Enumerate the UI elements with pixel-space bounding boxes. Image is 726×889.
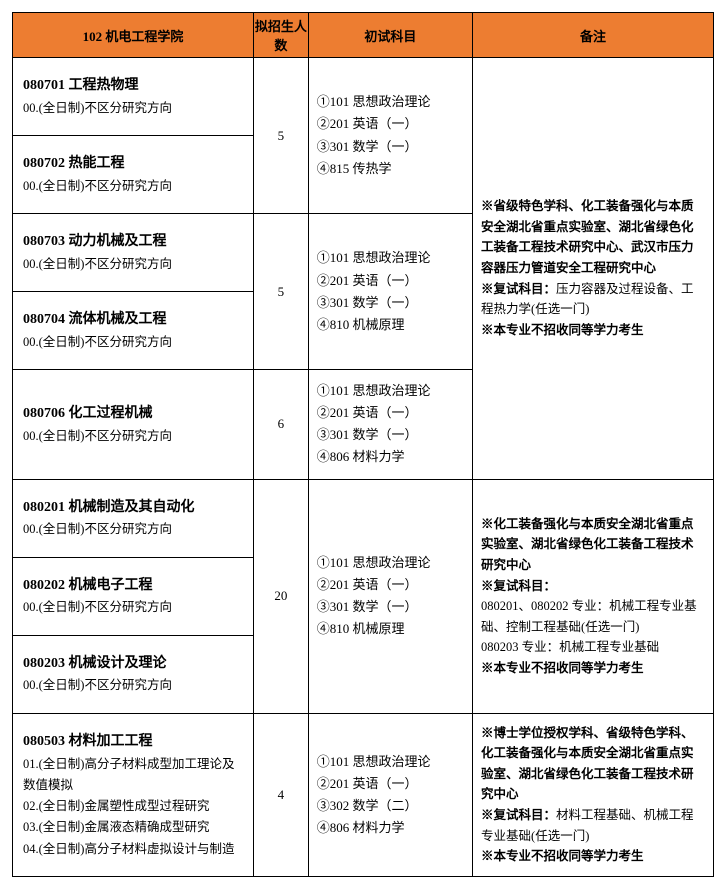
exam-line: ④806 材料力学	[317, 817, 464, 839]
note-line: ※本专业不招收同等学力考生	[481, 320, 705, 341]
quota-cell: 4	[253, 713, 308, 876]
quota-cell: 20	[253, 479, 308, 713]
major-cell: 080704 流体机械及工程 00.(全日制)不区分研究方向	[13, 292, 254, 370]
major-cell: 080706 化工过程机械 00.(全日制)不区分研究方向	[13, 370, 254, 479]
note-line: ※复试科目：	[481, 576, 705, 597]
header-college: 102 机电工程学院	[13, 13, 254, 58]
exam-cell: ①101 思想政治理论 ②201 英语（一） ③301 数学（一） ④806 材…	[308, 370, 472, 479]
note-line: ※化工装备强化与本质安全湖北省重点实验室、湖北省绿色化工装备工程技术研究中心	[481, 514, 705, 576]
major-title: 080703 动力机械及工程	[23, 230, 243, 254]
note-line: ※本专业不招收同等学力考生	[481, 658, 705, 679]
exam-cell: ①101 思想政治理论 ②201 英语（一） ③301 数学（一） ④810 机…	[308, 214, 472, 370]
exam-line: ④810 机械原理	[317, 618, 464, 640]
exam-line: ①101 思想政治理论	[317, 552, 464, 574]
note-line: 080201、080202 专业：机械工程专业基础、控制工程基础(任选一门)	[481, 596, 705, 637]
note-cell: ※省级特色学科、化工装备强化与本质安全湖北省重点实验室、湖北省绿色化工装备工程技…	[473, 58, 714, 480]
header-exam: 初试科目	[308, 13, 472, 58]
table-row: 080503 材料加工工程 01.(全日制)高分子材料成型加工理论及数值模拟 0…	[13, 713, 714, 876]
major-sub: 01.(全日制)高分子材料成型加工理论及数值模拟	[23, 754, 243, 797]
major-sub: 00.(全日制)不区分研究方向	[23, 98, 243, 119]
note-line: ※复试科目：材料工程基础、机械工程专业基础(任选一门)	[481, 805, 705, 846]
exam-line: ③301 数学（一）	[317, 596, 464, 618]
exam-cell: ①101 思想政治理论 ②201 英语（一） ③302 数学（二） ④806 材…	[308, 713, 472, 876]
major-title: 080706 化工过程机械	[23, 402, 243, 426]
major-title: 080201 机械制造及其自动化	[23, 496, 243, 520]
exam-line: ④810 机械原理	[317, 314, 464, 336]
major-sub: 02.(全日制)金属塑性成型过程研究	[23, 796, 243, 817]
major-title: 080704 流体机械及工程	[23, 308, 243, 332]
exam-line: ②201 英语（一）	[317, 402, 464, 424]
table-row: 080201 机械制造及其自动化 00.(全日制)不区分研究方向 20 ①101…	[13, 479, 714, 557]
exam-line: ②201 英语（一）	[317, 773, 464, 795]
note-line: ※复试科目：压力容器及过程设备、工程热力学(任选一门)	[481, 279, 705, 320]
exam-line: ①101 思想政治理论	[317, 751, 464, 773]
major-cell: 080202 机械电子工程 00.(全日制)不区分研究方向	[13, 557, 254, 635]
major-title: 080203 机械设计及理论	[23, 652, 243, 676]
exam-cell: ①101 思想政治理论 ②201 英语（一） ③301 数学（一） ④815 传…	[308, 58, 472, 214]
header-quota: 拟招生人数	[253, 13, 308, 58]
exam-line: ②201 英语（一）	[317, 270, 464, 292]
exam-line: ③301 数学（一）	[317, 292, 464, 314]
major-sub: 00.(全日制)不区分研究方向	[23, 597, 243, 618]
major-cell: 080701 工程热物理 00.(全日制)不区分研究方向	[13, 58, 254, 136]
major-cell: 080702 热能工程 00.(全日制)不区分研究方向	[13, 136, 254, 214]
major-sub: 03.(全日制)金属液态精确成型研究	[23, 817, 243, 838]
admissions-table: 102 机电工程学院 拟招生人数 初试科目 备注 080701 工程热物理 00…	[12, 12, 714, 877]
table-header-row: 102 机电工程学院 拟招生人数 初试科目 备注	[13, 13, 714, 58]
exam-line: ③301 数学（一）	[317, 424, 464, 446]
major-cell: 080201 机械制造及其自动化 00.(全日制)不区分研究方向	[13, 479, 254, 557]
exam-line: ①101 思想政治理论	[317, 247, 464, 269]
major-sub: 00.(全日制)不区分研究方向	[23, 519, 243, 540]
major-cell: 080203 机械设计及理论 00.(全日制)不区分研究方向	[13, 635, 254, 713]
exam-line: ②201 英语（一）	[317, 113, 464, 135]
header-note: 备注	[473, 13, 714, 58]
major-title: 080702 热能工程	[23, 152, 243, 176]
major-sub: 00.(全日制)不区分研究方向	[23, 332, 243, 353]
major-title: 080202 机械电子工程	[23, 574, 243, 598]
exam-cell: ①101 思想政治理论 ②201 英语（一） ③301 数学（一） ④810 机…	[308, 479, 472, 713]
exam-line: ③301 数学（一）	[317, 136, 464, 158]
note-cell: ※化工装备强化与本质安全湖北省重点实验室、湖北省绿色化工装备工程技术研究中心 ※…	[473, 479, 714, 713]
note-line: 080203 专业：机械工程专业基础	[481, 637, 705, 658]
major-sub: 00.(全日制)不区分研究方向	[23, 675, 243, 696]
major-title: 080701 工程热物理	[23, 74, 243, 98]
table-row: 080701 工程热物理 00.(全日制)不区分研究方向 5 ①101 思想政治…	[13, 58, 714, 136]
major-cell: 080503 材料加工工程 01.(全日制)高分子材料成型加工理论及数值模拟 0…	[13, 713, 254, 876]
note-cell: ※博士学位授权学科、省级特色学科、化工装备强化与本质安全湖北省重点实验室、湖北省…	[473, 713, 714, 876]
major-title: 080503 材料加工工程	[23, 730, 243, 754]
note-line: ※省级特色学科、化工装备强化与本质安全湖北省重点实验室、湖北省绿色化工装备工程技…	[481, 196, 705, 279]
exam-line: ②201 英语（一）	[317, 574, 464, 596]
exam-line: ④815 传热学	[317, 158, 464, 180]
exam-line: ④806 材料力学	[317, 446, 464, 468]
exam-line: ①101 思想政治理论	[317, 91, 464, 113]
note-line: ※博士学位授权学科、省级特色学科、化工装备强化与本质安全湖北省重点实验室、湖北省…	[481, 723, 705, 806]
exam-line: ③302 数学（二）	[317, 795, 464, 817]
quota-cell: 5	[253, 58, 308, 214]
major-sub: 00.(全日制)不区分研究方向	[23, 426, 243, 447]
major-sub: 04.(全日制)高分子材料虚拟设计与制造	[23, 839, 243, 860]
major-sub: 00.(全日制)不区分研究方向	[23, 254, 243, 275]
quota-cell: 6	[253, 370, 308, 479]
note-line: ※本专业不招收同等学力考生	[481, 846, 705, 867]
exam-line: ①101 思想政治理论	[317, 380, 464, 402]
quota-cell: 5	[253, 214, 308, 370]
major-sub: 00.(全日制)不区分研究方向	[23, 176, 243, 197]
major-cell: 080703 动力机械及工程 00.(全日制)不区分研究方向	[13, 214, 254, 292]
